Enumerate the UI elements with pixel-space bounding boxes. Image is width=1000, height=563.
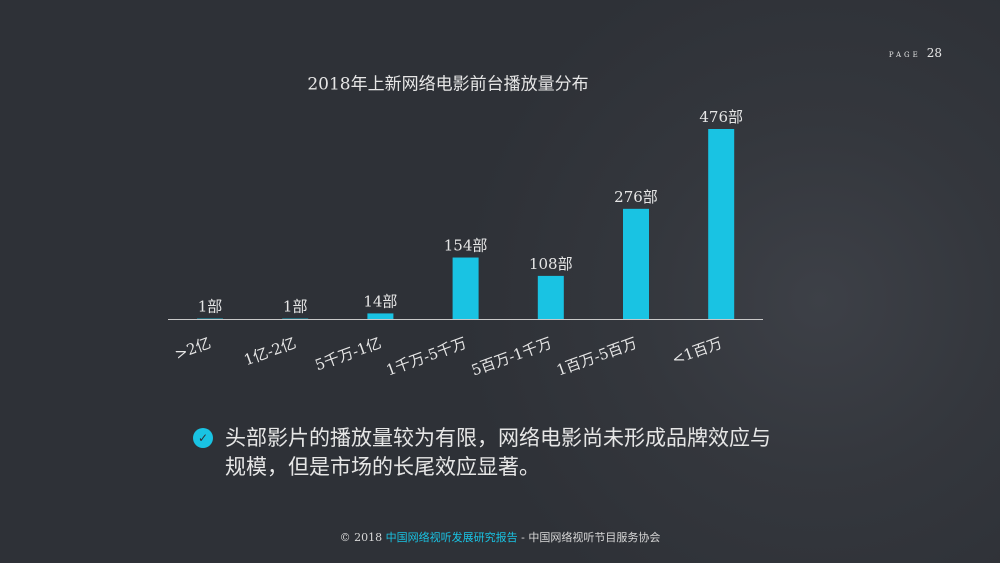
value-label: 1部 xyxy=(283,298,308,316)
bar xyxy=(452,257,479,319)
value-label: 1部 xyxy=(198,298,223,316)
bar xyxy=(623,208,649,319)
bullet-text: 头部影片的播放量较为有限，网络电影尚未形成品牌效应与规模，但是市场的长尾效应显著… xyxy=(225,426,771,479)
x-tick-label: 1百万-5百万 xyxy=(554,334,639,380)
value-label: 154部 xyxy=(444,237,488,255)
bar xyxy=(708,129,735,319)
x-tick-label: <1百万 xyxy=(669,334,724,369)
check-icon: ✓ xyxy=(193,428,213,448)
value-label: 108部 xyxy=(529,255,573,273)
footer-prefix: © 2018 xyxy=(339,531,383,544)
page-label: PAGE xyxy=(888,51,921,59)
x-tick-label: 5千万-1亿 xyxy=(313,334,384,375)
value-label: 476部 xyxy=(699,108,743,126)
page-number: PAGE 28 xyxy=(889,46,942,60)
bar xyxy=(367,313,394,319)
value-label: 276部 xyxy=(614,188,658,206)
footer: © 2018 中国网络视听发展研究报告 - 中国网络视听节目服务协会 xyxy=(0,529,1000,545)
x-tick-label: 1亿-2亿 xyxy=(242,334,299,369)
chart: 2018年上新网络电影前台播放量分布 1部 >2亿 1部 1亿-2亿 14部 5千万-1亿… xyxy=(168,75,763,380)
chart-title: 2018年上新网络电影前台播放量分布 xyxy=(307,75,588,95)
footer-highlight: 中国网络视听发展研究报告 xyxy=(385,531,518,544)
value-label: 14部 xyxy=(363,292,397,310)
page-value: 28 xyxy=(926,46,942,60)
footer-suffix: - 中国网络视听节目服务协会 xyxy=(521,531,661,544)
x-tick-label: 5百万-1千万 xyxy=(469,334,554,380)
x-tick-label: 1千万-5千万 xyxy=(384,334,469,380)
bar xyxy=(537,275,564,319)
bullet: ✓ 头部影片的播放量较为有限，网络电影尚未形成品牌效应与规模，但是市场的长尾效应… xyxy=(193,424,793,482)
x-tick-label: >2亿 xyxy=(172,334,213,364)
